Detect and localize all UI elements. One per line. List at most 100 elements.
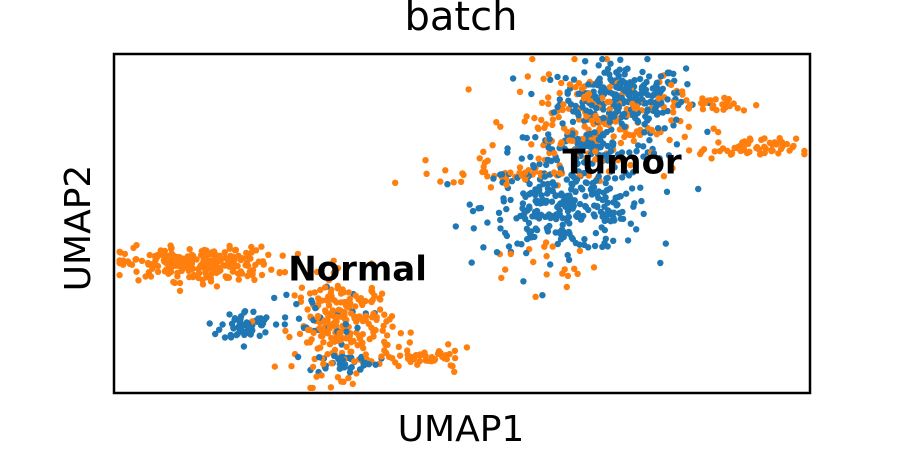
scatter-point bbox=[250, 308, 257, 315]
scatter-point bbox=[707, 97, 714, 104]
scatter-point bbox=[685, 147, 693, 154]
scatter-point bbox=[592, 229, 600, 237]
scatter-point bbox=[351, 358, 358, 365]
scatter-point bbox=[716, 147, 723, 155]
scatter-point bbox=[340, 310, 347, 317]
scatter-point bbox=[334, 265, 342, 272]
scatter-point bbox=[557, 236, 565, 243]
scatter-point bbox=[683, 97, 690, 104]
scatter-point bbox=[177, 254, 184, 262]
scatter-point bbox=[325, 302, 333, 309]
scatter-point bbox=[369, 288, 376, 295]
scatter-point bbox=[313, 268, 321, 276]
scatter-point bbox=[368, 298, 375, 305]
scatter-point bbox=[504, 149, 511, 156]
scatter-point bbox=[414, 361, 421, 368]
scatter-point bbox=[230, 324, 237, 331]
scatter-point bbox=[598, 224, 605, 231]
scatter-point bbox=[577, 141, 584, 148]
scatter-point bbox=[644, 106, 651, 113]
scatter-point bbox=[186, 273, 193, 281]
scatter-point bbox=[219, 321, 226, 328]
scatter-point bbox=[526, 180, 533, 188]
scatter-point bbox=[144, 259, 152, 267]
scatter-point bbox=[317, 286, 324, 294]
scatter-point bbox=[566, 137, 573, 144]
scatter-point bbox=[783, 140, 791, 148]
scatter-point bbox=[549, 188, 556, 195]
scatter-point bbox=[711, 148, 718, 155]
scatter-point bbox=[389, 323, 396, 330]
scatter-point bbox=[541, 124, 548, 131]
scatter-point bbox=[638, 197, 645, 205]
scatter-point bbox=[480, 244, 487, 251]
scatter-point bbox=[484, 173, 491, 180]
scatter-point bbox=[333, 313, 341, 320]
scatter-point bbox=[565, 97, 572, 104]
scatter-point bbox=[330, 257, 337, 264]
scatter-point bbox=[604, 154, 611, 161]
scatter-point bbox=[245, 322, 253, 330]
scatter-point bbox=[640, 153, 647, 160]
scatter-point bbox=[503, 181, 510, 188]
scatter-point bbox=[138, 257, 146, 264]
scatter-point bbox=[617, 139, 625, 147]
scatter-point bbox=[684, 81, 691, 88]
scatter-point bbox=[412, 352, 419, 359]
scatter-point bbox=[295, 315, 303, 322]
scatter-point bbox=[653, 87, 660, 95]
scatter-point bbox=[556, 228, 564, 236]
scatter-point bbox=[199, 281, 207, 288]
scatter-point bbox=[551, 150, 558, 157]
scatter-point bbox=[545, 131, 552, 138]
scatter-point bbox=[313, 373, 320, 380]
scatter-point bbox=[610, 113, 618, 120]
scatter-point bbox=[528, 90, 535, 98]
scatter-point bbox=[585, 172, 592, 179]
scatter-point bbox=[538, 116, 545, 124]
scatter-point bbox=[606, 105, 613, 113]
scatter-point bbox=[423, 170, 430, 177]
scatter-point bbox=[312, 304, 319, 312]
scatter-point bbox=[452, 223, 459, 230]
scatter-point bbox=[576, 241, 583, 248]
scatter-point bbox=[186, 246, 193, 253]
scatter-point bbox=[600, 114, 607, 122]
scatter-point bbox=[522, 215, 529, 222]
scatter-point bbox=[586, 108, 594, 116]
scatter-point bbox=[746, 148, 753, 155]
scatter-point bbox=[657, 259, 664, 267]
scatter-point bbox=[665, 152, 673, 159]
scatter-point bbox=[637, 184, 644, 191]
scatter-point bbox=[606, 118, 613, 126]
scatter-point bbox=[625, 172, 633, 179]
scatter-point bbox=[276, 269, 283, 277]
scatter-point bbox=[487, 184, 495, 191]
scatter-point bbox=[445, 341, 452, 348]
scatter-point bbox=[501, 229, 509, 237]
scatter-point bbox=[469, 207, 477, 215]
scatter-point bbox=[603, 55, 610, 63]
scatter-point bbox=[563, 283, 570, 291]
scatter-point bbox=[596, 125, 603, 132]
scatter-point bbox=[176, 279, 184, 287]
scatter-point bbox=[585, 90, 593, 98]
scatter-point bbox=[237, 268, 245, 275]
scatter-point bbox=[573, 176, 581, 183]
scatter-point bbox=[518, 155, 525, 162]
scatter-point bbox=[362, 312, 370, 320]
scatter-point bbox=[606, 71, 613, 78]
scatter-point bbox=[154, 268, 162, 275]
scatter-point bbox=[554, 240, 561, 248]
scatter-point bbox=[373, 314, 380, 321]
scatter-point bbox=[497, 225, 504, 232]
scatter-point bbox=[576, 247, 584, 255]
scatter-point bbox=[327, 384, 335, 391]
scatter-point bbox=[333, 299, 340, 306]
scatter-point bbox=[553, 156, 561, 164]
scatter-point bbox=[556, 170, 564, 177]
scatter-point bbox=[317, 325, 324, 332]
scatter-point bbox=[599, 55, 606, 63]
scatter-point bbox=[734, 105, 741, 112]
scatter-point bbox=[235, 276, 242, 283]
